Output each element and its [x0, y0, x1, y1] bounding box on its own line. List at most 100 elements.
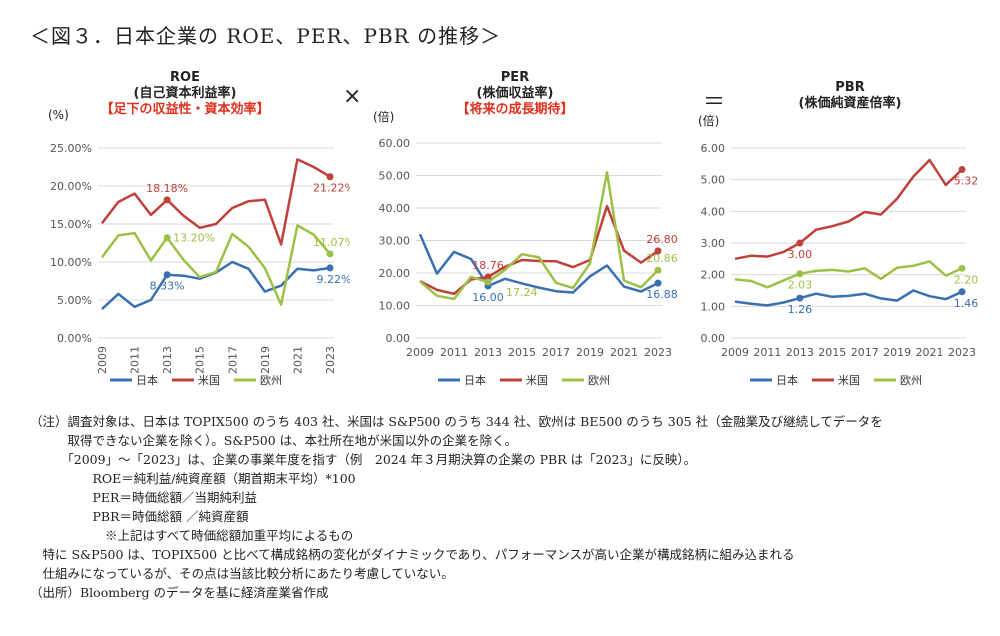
y-tick-label: 0.00% — [57, 332, 92, 345]
data-point-marker — [484, 273, 492, 281]
y-tick-label: 0.00 — [386, 332, 411, 345]
x-tick-label: 2011 — [129, 346, 142, 374]
legend-label: 日本 — [776, 373, 798, 387]
x-tick-label: 2013 — [161, 346, 174, 374]
data-point-marker — [326, 173, 334, 181]
data-point-marker — [654, 266, 662, 274]
data-point-marker — [796, 294, 804, 302]
note-line: （注）調査対象は、日本は TOPIX500 のうち 403 社、米国は S&P5… — [30, 414, 883, 429]
roe-tagline: 【足下の収益性・資本効率】 — [100, 102, 270, 117]
data-point-marker — [958, 166, 966, 174]
data-label: 1.46 — [954, 297, 979, 310]
roe-chart: 0.00% 5.00% 10.00% 15.00% 20.00% 25.00% 2009 20… — [50, 142, 350, 387]
x-tick-label: 2011 — [753, 346, 781, 359]
legend-label: 欧州 — [260, 374, 282, 387]
series-line-us — [101, 158, 331, 246]
times-operator: × — [343, 84, 362, 109]
data-label: 3.00 — [788, 248, 813, 261]
x-tick-label: 2021 — [291, 346, 304, 374]
x-tick-label: 2015 — [818, 346, 846, 359]
note-line: ※上記はすべて時価総額加重平均によるもの — [30, 528, 354, 543]
data-label: 17.24 — [506, 286, 538, 299]
note-line: PBR＝時価総額 ／純資産額 — [30, 509, 249, 524]
data-label: 2.20 — [954, 273, 979, 286]
data-label: 16.00 — [472, 291, 504, 304]
x-tick-label: 2019 — [883, 346, 911, 359]
pbr-title-block: PBR (株価純資産倍率) — [775, 80, 925, 112]
x-tick-label: 2015 — [508, 346, 536, 359]
data-point-marker — [654, 279, 662, 287]
per-title: PER — [500, 70, 530, 85]
series-line-japan — [734, 289, 963, 307]
y-tick-label: 4.00 — [701, 205, 726, 218]
y-tick-label: 50.00 — [379, 170, 411, 183]
data-label: 26.80 — [646, 233, 678, 246]
per-chart: 0.00 10.00 20.00 30.00 40.00 50.00 60.00 2009 20… — [379, 137, 678, 387]
y-tick-label: 25.00% — [50, 142, 92, 155]
data-point-marker — [163, 234, 171, 242]
x-tick-label: 2013 — [786, 346, 814, 359]
note-line: ROE＝純利益/純資産額（期首期末平均）*100 — [30, 471, 356, 486]
data-point-marker — [958, 264, 966, 272]
y-tick-label: 40.00 — [379, 202, 411, 215]
series-line-us — [419, 204, 659, 296]
y-tick-label: 20.00% — [50, 180, 92, 193]
note-line: 「2009」～「2023」は、企業の事業年度を指す（例 2024 年３月期決算の… — [30, 452, 697, 467]
data-point-marker — [484, 278, 492, 286]
x-tick-label: 2009 — [406, 346, 434, 359]
data-point-marker — [796, 239, 804, 247]
y-tick-label: 2.00 — [701, 269, 726, 282]
y-tick-label: 0.00 — [701, 332, 726, 345]
note-line: PER＝時価総額／当期純利益 — [30, 490, 257, 505]
x-tick-label: 2019 — [259, 346, 272, 374]
legend-label: 米国 — [198, 374, 220, 387]
series-line-europe — [100, 224, 331, 306]
data-label: 20.86 — [646, 252, 678, 265]
data-point-marker — [326, 250, 334, 258]
per-tagline: 【将来の成長期待】 — [456, 102, 574, 117]
y-tick-label: 6.00 — [701, 142, 726, 155]
roe-title: ROE — [170, 70, 200, 85]
x-tick-label: 2023 — [644, 346, 672, 359]
note-line: 取得できない企業を除く）。S&P500 は、本社所在地が米国以外の企業を除く。 — [30, 433, 518, 448]
y-tick-label: 10.00% — [50, 256, 92, 269]
note-line: 仕組みになっているが、その点は当該比較分析にあたり考慮していない。 — [30, 566, 454, 581]
pbr-chart: 0.00 1.00 2.00 3.00 4.00 5.00 6.00 2009 2011 2013… — [701, 142, 979, 387]
per-title-block: PER (株価収益率) 【将来の成長期待】 — [425, 70, 605, 118]
data-point-marker — [163, 271, 171, 279]
legend-label: 欧州 — [900, 374, 922, 387]
x-tick-label: 2017 — [542, 346, 570, 359]
y-tick-label: 60.00 — [379, 137, 411, 150]
data-point-marker — [163, 196, 171, 204]
data-label: 18.18% — [146, 182, 188, 195]
roe-title-block: ROE (自己資本利益率) 【足下の収益性・資本効率】 — [80, 70, 290, 118]
legend-label: 米国 — [526, 374, 548, 387]
x-tick-label: 2009 — [96, 346, 109, 374]
pbr-title: PBR — [835, 80, 865, 95]
legend-label: 欧州 — [588, 374, 610, 387]
y-tick-label: 15.00% — [50, 218, 92, 231]
data-label: 11.07% — [313, 236, 350, 249]
legend-label: 米国 — [838, 374, 860, 387]
data-label: 18.76 — [472, 259, 504, 272]
x-tick-label: 2017 — [851, 346, 879, 359]
x-tick-label: 2019 — [576, 346, 604, 359]
data-label: 16.88 — [646, 288, 678, 301]
x-tick-label: 2015 — [194, 346, 207, 374]
data-label: 13.20% — [173, 232, 215, 245]
x-tick-label: 2017 — [226, 346, 239, 374]
y-tick-label: 20.00 — [379, 267, 411, 280]
y-tick-label: 1.00 — [701, 300, 726, 313]
series-line-us — [734, 158, 963, 261]
notes: （注）調査対象は、日本は TOPIX500 のうち 403 社、米国は S&P5… — [30, 412, 980, 602]
data-label: 21.22% — [313, 182, 350, 195]
roe-unit: (%) — [48, 108, 69, 122]
series-line-europe — [419, 171, 659, 301]
x-tick-label: 2011 — [440, 346, 468, 359]
legend-label: 日本 — [136, 373, 158, 387]
pbr-subtitle: (株価純資産倍率) — [798, 96, 902, 111]
data-label: 8.33% — [150, 280, 185, 293]
data-label: 9.22% — [317, 273, 350, 286]
y-tick-label: 5.00 — [701, 174, 726, 187]
x-tick-label: 2021 — [916, 346, 944, 359]
